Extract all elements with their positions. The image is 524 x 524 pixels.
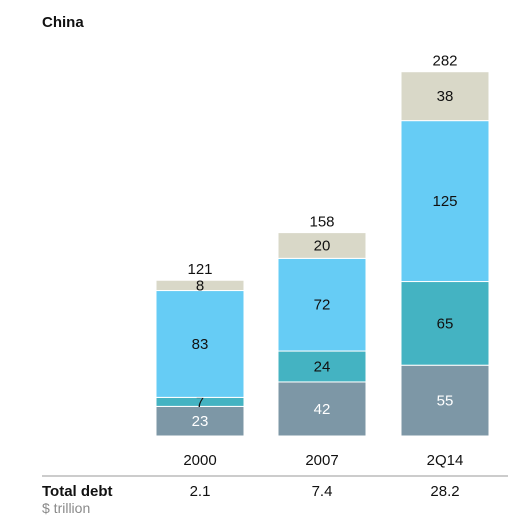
segment-value-label: 65 [437, 315, 454, 332]
bar-total-label: 282 [432, 53, 457, 70]
footer-label: Total debt [42, 483, 113, 500]
bar-segment [277, 257, 367, 352]
footer-value: 7.4 [311, 483, 333, 500]
bar-segment [277, 381, 367, 437]
segment-value-label: 8 [196, 277, 204, 294]
bar-segment [277, 232, 367, 259]
chart-title: China [42, 14, 84, 31]
footer-unit: $ trillion [42, 500, 91, 516]
segment-value-label: 23 [192, 413, 209, 430]
segment-value-label: 72 [314, 297, 331, 314]
segment-value-label: 55 [437, 393, 454, 410]
bar-segment [155, 290, 245, 398]
bar-segment [155, 279, 245, 292]
bar-total-label: 158 [309, 214, 334, 231]
segment-value-label: 7 [196, 394, 204, 411]
bar-segment [400, 71, 490, 122]
bar-segment [400, 120, 490, 283]
category-label: 2Q14 [427, 452, 464, 469]
segment-value-label: 125 [432, 193, 457, 210]
segment-value-label: 42 [314, 401, 331, 418]
segment-value-label: 38 [437, 88, 454, 105]
bar-segment [400, 364, 490, 437]
bar-total-label: 121 [187, 261, 212, 278]
segment-value-label: 83 [192, 336, 209, 353]
bar-segment [400, 281, 490, 366]
segment-value-label: 24 [314, 358, 331, 375]
bar-segment [155, 405, 245, 437]
segment-value-label: 20 [314, 237, 331, 254]
footer-value: 28.2 [430, 483, 460, 500]
footer-value: 2.1 [189, 483, 211, 500]
category-label: 2000 [183, 452, 216, 469]
bar-segment [277, 350, 367, 383]
category-label: 2007 [305, 452, 338, 469]
